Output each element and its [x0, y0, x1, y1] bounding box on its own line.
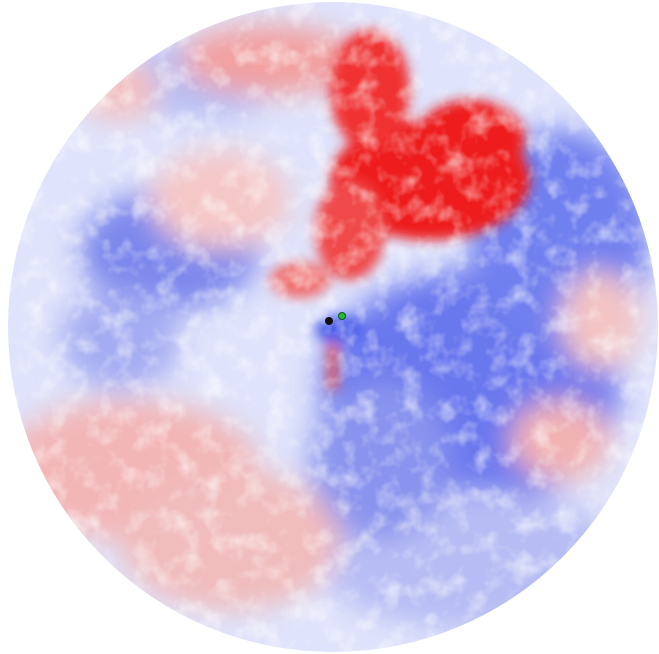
location-marker	[338, 312, 346, 320]
radar-site	[325, 317, 333, 325]
